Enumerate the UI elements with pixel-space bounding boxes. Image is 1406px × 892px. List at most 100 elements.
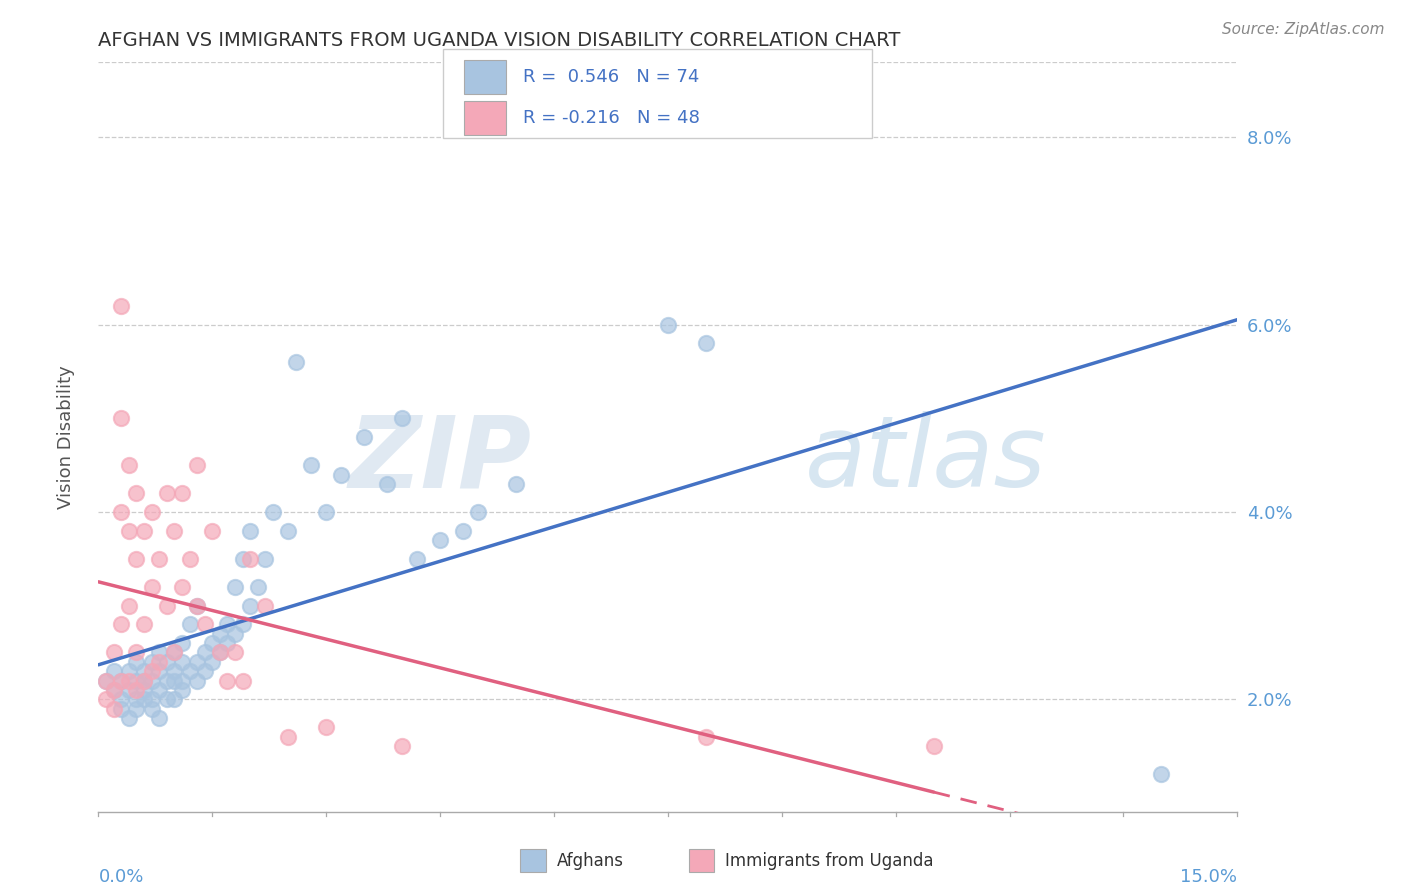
Point xyxy=(118,664,141,679)
Point xyxy=(170,673,193,688)
Point xyxy=(277,524,299,538)
Point xyxy=(132,673,155,688)
Point xyxy=(110,299,132,313)
Point xyxy=(179,664,201,679)
Text: AFGHAN VS IMMIGRANTS FROM UGANDA VISION DISABILITY CORRELATION CHART: AFGHAN VS IMMIGRANTS FROM UGANDA VISION … xyxy=(98,30,901,50)
Point xyxy=(110,673,132,688)
Point xyxy=(208,626,231,640)
Point xyxy=(163,646,186,660)
Point xyxy=(141,580,163,594)
Point xyxy=(232,617,254,632)
Point xyxy=(186,673,208,688)
Point xyxy=(186,655,208,669)
Point xyxy=(451,524,474,538)
Point xyxy=(163,664,186,679)
Point xyxy=(132,664,155,679)
Point xyxy=(118,673,141,688)
Point xyxy=(239,599,262,613)
Point xyxy=(118,524,141,538)
Point xyxy=(156,486,179,500)
Point xyxy=(201,524,224,538)
Point xyxy=(125,486,148,500)
Point xyxy=(224,646,246,660)
Point xyxy=(118,711,141,725)
Point xyxy=(170,486,193,500)
Point xyxy=(118,458,141,473)
Point xyxy=(103,701,125,715)
Point xyxy=(657,318,679,332)
Point xyxy=(232,673,254,688)
Point xyxy=(132,683,155,698)
Point xyxy=(141,692,163,706)
Point xyxy=(217,617,239,632)
Point xyxy=(148,683,170,698)
Point xyxy=(505,476,527,491)
Point xyxy=(132,673,155,688)
Point xyxy=(110,673,132,688)
Point xyxy=(239,524,262,538)
Point xyxy=(217,636,239,650)
Point xyxy=(148,551,170,566)
Point xyxy=(208,646,231,660)
Point xyxy=(110,505,132,519)
Text: 15.0%: 15.0% xyxy=(1180,868,1237,886)
Point xyxy=(429,533,451,547)
Point xyxy=(391,411,413,425)
Point xyxy=(141,701,163,715)
Point xyxy=(695,730,717,744)
Y-axis label: Vision Disability: Vision Disability xyxy=(56,365,75,509)
Point xyxy=(118,683,141,698)
Point xyxy=(277,730,299,744)
Point xyxy=(170,580,193,594)
Point xyxy=(194,617,217,632)
Point xyxy=(1150,767,1173,781)
Point xyxy=(125,646,148,660)
Point xyxy=(224,580,246,594)
Point xyxy=(141,655,163,669)
Point xyxy=(254,599,277,613)
Point xyxy=(110,692,132,706)
Point xyxy=(254,551,277,566)
Point xyxy=(110,701,132,715)
Point xyxy=(156,692,179,706)
Point xyxy=(208,646,231,660)
Point xyxy=(125,701,148,715)
Point xyxy=(156,599,179,613)
Point xyxy=(232,551,254,566)
Point xyxy=(315,505,337,519)
Point xyxy=(163,524,186,538)
Point xyxy=(118,599,141,613)
Point xyxy=(239,551,262,566)
Point xyxy=(194,646,217,660)
Point xyxy=(103,664,125,679)
Point xyxy=(94,692,117,706)
Point xyxy=(125,683,148,698)
Point xyxy=(170,636,193,650)
Point xyxy=(186,599,208,613)
Point xyxy=(132,692,155,706)
Point xyxy=(156,673,179,688)
Point xyxy=(132,617,155,632)
Point xyxy=(110,617,132,632)
Point xyxy=(163,692,186,706)
Point xyxy=(125,655,148,669)
Point xyxy=(330,467,353,482)
Text: Afghans: Afghans xyxy=(557,852,624,870)
Point xyxy=(194,664,217,679)
Point xyxy=(299,458,322,473)
Text: Source: ZipAtlas.com: Source: ZipAtlas.com xyxy=(1222,22,1385,37)
Point xyxy=(224,626,246,640)
Point xyxy=(141,505,163,519)
Point xyxy=(163,673,186,688)
Point xyxy=(170,655,193,669)
Text: R = -0.216   N = 48: R = -0.216 N = 48 xyxy=(523,109,700,127)
Point xyxy=(186,599,208,613)
Point xyxy=(125,551,148,566)
Point xyxy=(156,655,179,669)
Point xyxy=(262,505,284,519)
Point xyxy=(148,646,170,660)
Point xyxy=(186,458,208,473)
Point xyxy=(179,551,201,566)
Point xyxy=(201,636,224,650)
Point xyxy=(353,430,375,444)
